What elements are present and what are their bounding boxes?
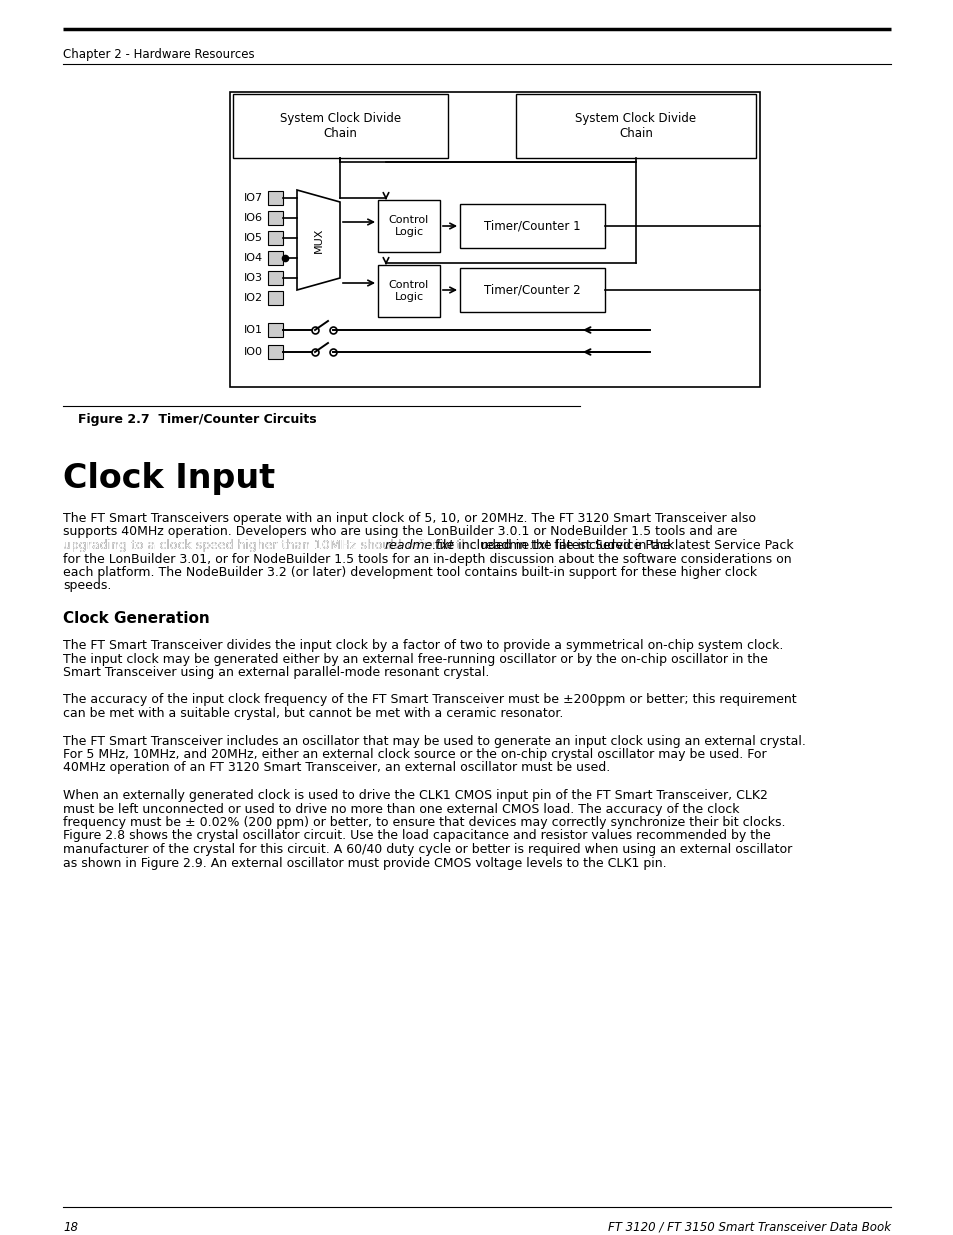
Text: The input clock may be generated either by an external free-running oscillator o: The input clock may be generated either …	[63, 652, 767, 666]
Text: frequency must be ± 0.02% (200 ppm) or better, to ensure that devices may correc: frequency must be ± 0.02% (200 ppm) or b…	[63, 816, 784, 829]
Bar	[516, 94, 755, 158]
Bar	[459, 268, 604, 312]
Text: Figure 2.8 shows the crystal oscillator circuit. Use the load capacitance and re: Figure 2.8 shows the crystal oscillator …	[63, 830, 770, 842]
Text: Timer/Counter 2: Timer/Counter 2	[484, 284, 580, 296]
Text: System Clock Divide
Chain: System Clock Divide Chain	[575, 112, 696, 140]
Bar	[268, 251, 283, 266]
Text: IO4: IO4	[244, 253, 263, 263]
Text: can be met with a suitable crystal, but cannot be met with a ceramic resonator.: can be met with a suitable crystal, but …	[63, 706, 563, 720]
Text: System Clock Divide
Chain: System Clock Divide Chain	[279, 112, 400, 140]
Text: IO1: IO1	[244, 325, 263, 335]
Text: IO3: IO3	[244, 273, 263, 283]
Text: supports 40MHz operation. Developers who are using the LonBuilder 3.0.1 or NodeB: supports 40MHz operation. Developers who…	[63, 526, 737, 538]
Text: for the LonBuilder 3.01, or for NodeBuilder 1.5 tools for an in-depth discussion: for the LonBuilder 3.01, or for NodeBuil…	[63, 552, 791, 566]
Text: manufacturer of the crystal for this circuit. A 60/40 duty cycle or better is re: manufacturer of the crystal for this cir…	[63, 844, 791, 856]
Text: FT 3120 / FT 3150 Smart Transceiver Data Book: FT 3120 / FT 3150 Smart Transceiver Data…	[607, 1221, 890, 1234]
Bar	[377, 266, 439, 317]
Text: Clock Generation: Clock Generation	[63, 611, 210, 626]
Text: The accuracy of the input clock frequency of the FT Smart Transceiver must be ±2: The accuracy of the input clock frequenc…	[63, 694, 796, 706]
Bar	[233, 94, 448, 158]
Text: upgrading to a clock speed higher than 10MHz should refer to the readme.txt file: upgrading to a clock speed higher than 1…	[63, 538, 793, 552]
Text: each platform. The NodeBuilder 3.2 (or later) development tool contains built-in: each platform. The NodeBuilder 3.2 (or l…	[63, 566, 757, 579]
Bar	[377, 200, 439, 252]
Text: Control
Logic: Control Logic	[389, 280, 429, 301]
Text: IO2: IO2	[244, 293, 263, 303]
Text: Control
Logic: Control Logic	[389, 215, 429, 237]
Text: as shown in Figure 2.9. An external oscillator must provide CMOS voltage levels : as shown in Figure 2.9. An external osci…	[63, 857, 666, 869]
Polygon shape	[296, 190, 339, 290]
Text: Timer/Counter 1: Timer/Counter 1	[484, 220, 580, 232]
Text: must be left unconnected or used to drive no more than one external CMOS load. T: must be left unconnected or used to driv…	[63, 803, 739, 815]
Bar	[268, 324, 283, 337]
Text: IO7: IO7	[244, 193, 263, 203]
Text: The FT Smart Transceiver includes an oscillator that may be used to generate an : The FT Smart Transceiver includes an osc…	[63, 735, 805, 747]
Text: IO5: IO5	[244, 233, 263, 243]
Text: Smart Transceiver using an external parallel-mode resonant crystal.: Smart Transceiver using an external para…	[63, 666, 489, 679]
Text: 18: 18	[63, 1221, 78, 1234]
Bar	[268, 270, 283, 285]
Text: Chapter 2 - Hardware Resources: Chapter 2 - Hardware Resources	[63, 48, 254, 61]
Bar	[459, 204, 604, 248]
Text: IO0: IO0	[244, 347, 263, 357]
Bar	[268, 291, 283, 305]
Text: The FT Smart Transceiver divides the input clock by a factor of two to provide a: The FT Smart Transceiver divides the inp…	[63, 638, 782, 652]
Bar	[268, 231, 283, 245]
Bar	[230, 91, 760, 387]
Text: Clock Input: Clock Input	[63, 462, 274, 495]
Bar	[268, 345, 283, 359]
Text: file included in the latest Service Pack: file included in the latest Service Pack	[431, 538, 674, 552]
Text: For 5 MHz, 10MHz, and 20MHz, either an external clock source or the on-chip crys: For 5 MHz, 10MHz, and 20MHz, either an e…	[63, 748, 766, 761]
Bar	[268, 211, 283, 225]
Bar	[268, 191, 283, 205]
Text: The FT Smart Transceivers operate with an input clock of 5, 10, or 20MHz. The FT: The FT Smart Transceivers operate with a…	[63, 513, 755, 525]
Text: upgrading to a clock speed higher than 10MHz should refer to the: upgrading to a clock speed higher than 1…	[63, 538, 480, 552]
Text: readme.txt: readme.txt	[384, 538, 454, 552]
Text: Figure 2.7  Timer/Counter Circuits: Figure 2.7 Timer/Counter Circuits	[78, 414, 316, 426]
Text: IO6: IO6	[244, 212, 263, 224]
Text: 40MHz operation of an FT 3120 Smart Transceiver, an external oscillator must be : 40MHz operation of an FT 3120 Smart Tran…	[63, 762, 610, 774]
Text: speeds.: speeds.	[63, 579, 112, 593]
Text: When an externally generated clock is used to drive the CLK1 CMOS input pin of t: When an externally generated clock is us…	[63, 789, 767, 802]
Text: MUX: MUX	[314, 227, 323, 253]
